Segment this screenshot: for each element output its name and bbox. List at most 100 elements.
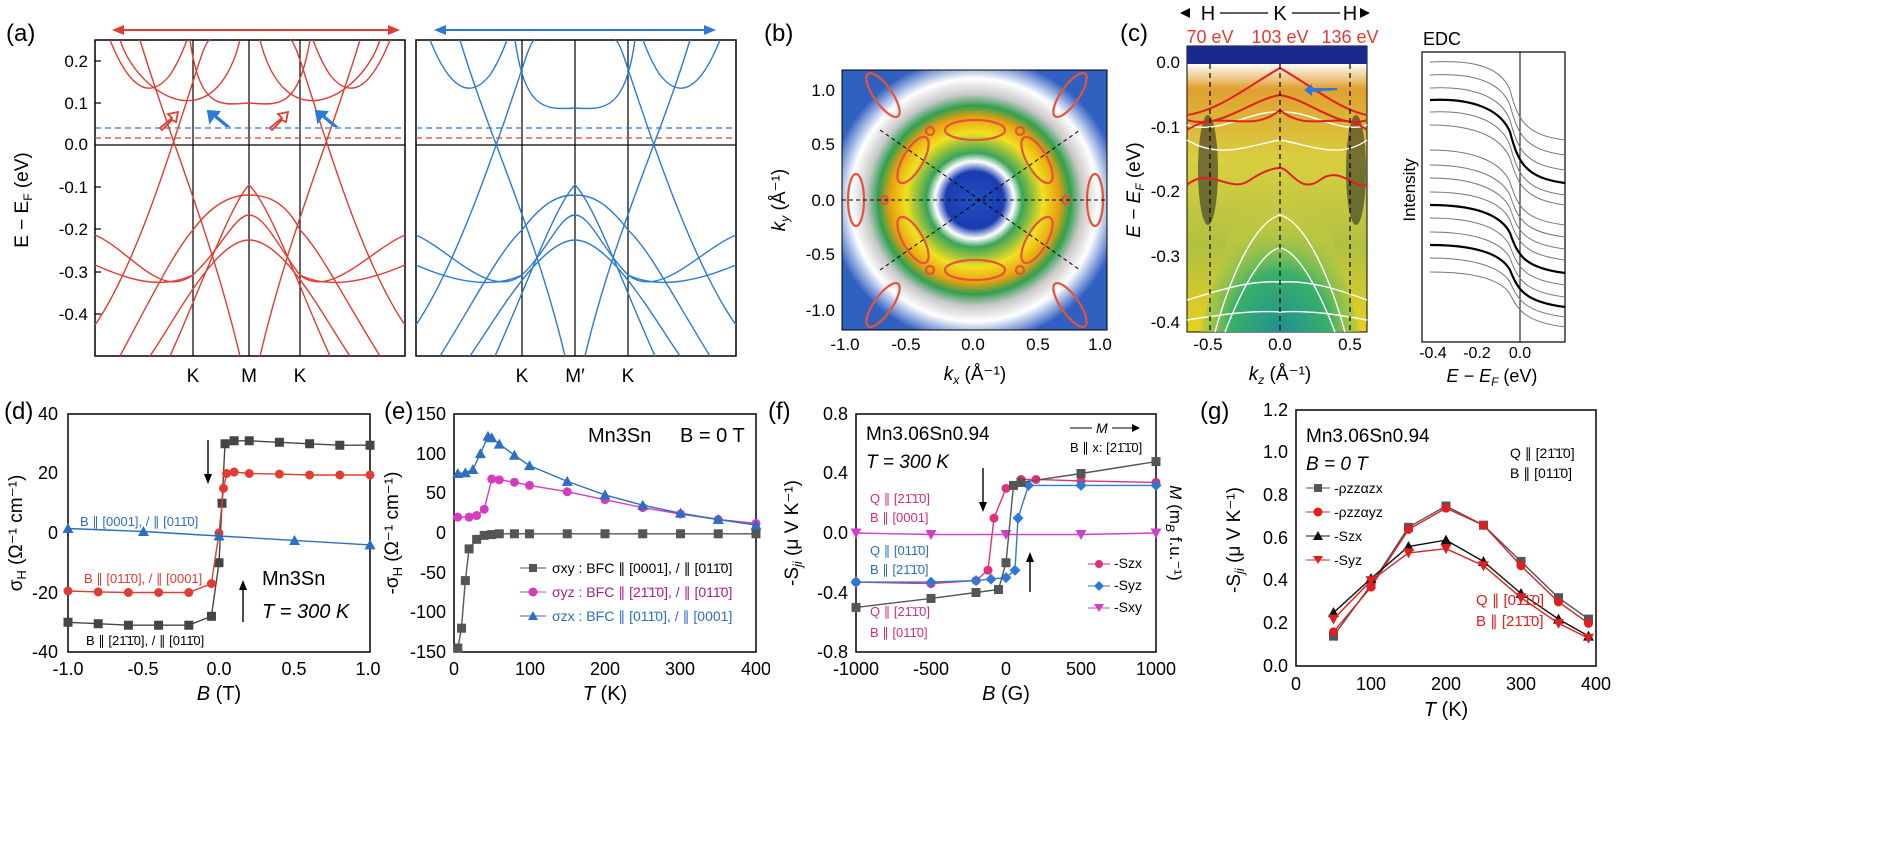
svg-text:0.1: 0.1	[64, 94, 88, 113]
svg-text:-0.8: -0.8	[817, 642, 848, 662]
data-point-e-0-4	[472, 534, 482, 544]
svg-text:-20: -20	[32, 583, 58, 603]
data-point-e-1-4	[487, 474, 497, 484]
panel-e-field: B = 0 T	[680, 425, 745, 447]
panel-d-chart: 40 20 0 -20 -40 -1.0 -0.5 0.0 0.5 1.0 B (T) σH…	[6, 404, 380, 705]
svg-text:0.0: 0.0	[1509, 345, 1531, 362]
data-point-e-0-0	[453, 643, 463, 653]
svg-text:0.0: 0.0	[811, 191, 835, 210]
g-q-top: Q ∥ [21̄1̄0]	[1510, 445, 1575, 461]
svg-text:H: H	[1343, 3, 1357, 25]
svg-text:-0.5: -0.5	[806, 245, 835, 264]
data-point-d-2-3	[289, 534, 300, 545]
data-point-e-1-5	[494, 475, 504, 485]
svg-text:103 eV: 103 eV	[1251, 27, 1308, 47]
svg-text:-0.1: -0.1	[1151, 118, 1180, 137]
svg-text:150: 150	[416, 404, 446, 424]
data-point-d-1-3	[154, 588, 164, 597]
panel-f-xlabel: B (G)	[982, 683, 1030, 705]
svg-text:M: M	[241, 366, 257, 387]
panel-b-xlabel: kx (Å⁻¹)	[944, 364, 1006, 387]
data-point-e-0-10	[562, 529, 572, 539]
data-point-e-2-0	[452, 468, 464, 478]
data-point-d-0-14	[365, 440, 375, 450]
panel-d-ylabel: σH (Ω⁻¹ cm⁻¹)	[6, 475, 29, 592]
data-point-f-2-3	[1075, 529, 1087, 540]
svg-text:0: 0	[1001, 659, 1011, 679]
panel-c-xlabel: kz (Å⁻¹)	[1249, 364, 1311, 387]
svg-text:-500: -500	[913, 659, 949, 679]
data-point-e-0-11	[600, 529, 610, 539]
data-point-d-2-1	[138, 526, 149, 537]
svg-text:-0.5: -0.5	[891, 335, 920, 354]
data-point-g-3-1	[1365, 576, 1377, 587]
data-point-f-3-4	[1001, 558, 1011, 568]
data-point-d-0-12	[305, 439, 315, 449]
panel-g-ylabel: -Sji (μ V K⁻¹)	[1224, 487, 1247, 593]
panel-f-chart: 0.8 0.4 0.0 -0.4 -0.8 -1000 -500 0 500 1000 B …	[782, 404, 1185, 705]
svg-text:40: 40	[38, 404, 58, 424]
data-point-f-2-1	[925, 529, 937, 540]
data-point-e-1-3	[479, 504, 489, 514]
data-point-e-0-5	[479, 530, 489, 540]
data-point-e-2-5	[486, 432, 498, 443]
data-point-e-2-2	[467, 464, 479, 475]
svg-text:0.0: 0.0	[823, 523, 848, 543]
svg-text:0.0: 0.0	[961, 335, 985, 354]
data-point-d-0-9	[229, 436, 239, 446]
f-annot-5: B ∥ [011̄0]	[870, 625, 928, 640]
data-point-d-1-4	[184, 588, 194, 597]
svg-text:1000: 1000	[1136, 659, 1176, 679]
svg-text:K: K	[516, 366, 529, 387]
panel-d-xlabel: B (T)	[197, 683, 241, 705]
svg-text:0.6: 0.6	[1263, 528, 1288, 548]
svg-text:-1.0: -1.0	[806, 301, 835, 320]
data-point-f-0-7	[1031, 474, 1041, 484]
data-point-d-0-1	[93, 619, 103, 629]
svg-text:-100: -100	[410, 602, 446, 622]
svg-text:-50: -50	[420, 563, 446, 583]
data-point-f-3-5	[1009, 480, 1018, 490]
data-point-d-1-2	[123, 588, 133, 597]
data-point-d-0-6	[214, 558, 224, 568]
tick-K: K	[187, 366, 200, 387]
data-point-e-1-0	[453, 512, 463, 522]
data-point-e-2-1	[459, 467, 471, 478]
f-annot-4: Q ∥ [21̄1̄0]	[870, 604, 930, 619]
svg-text:500: 500	[1066, 659, 1096, 679]
data-point-d-1-7	[219, 483, 229, 493]
f-legend-2: -Sxy	[1114, 599, 1142, 615]
data-point-e-0-13	[676, 529, 685, 539]
svg-text:300: 300	[1506, 674, 1536, 694]
svg-text:-0.4: -0.4	[1151, 313, 1180, 332]
panel-f-ylabel-right: M (mB f.u.⁻¹)	[1163, 485, 1185, 580]
data-point-e-2-9	[561, 475, 573, 486]
data-point-f-1-2	[970, 575, 982, 587]
data-point-f-3-1	[926, 593, 936, 603]
panel-c-kz-dispersion: H K H 70 eV 103 eV 136 eV 0.0 -0.1 -0.2 -0.3 -0…	[1124, 3, 1566, 389]
svg-text:1.0: 1.0	[1263, 442, 1288, 462]
data-point-f-1-0	[850, 576, 862, 588]
panel-g-label: (g)	[1200, 398, 1230, 425]
f-legend-1: -Syz	[1114, 577, 1142, 593]
series-line-g-2	[1333, 539, 1589, 637]
svg-text:-0.5: -0.5	[127, 659, 158, 679]
data-point-f-1-7	[1023, 479, 1034, 491]
svg-text:50: 50	[426, 483, 446, 503]
svg-text:1.0: 1.0	[811, 81, 835, 100]
data-point-e-1-1	[464, 512, 474, 522]
data-point-f-3-2	[971, 588, 981, 597]
panel-f-ylabel: -Sji (μ V K⁻¹)	[782, 480, 805, 586]
data-point-d-1-10	[244, 469, 254, 478]
data-point-g-1-6	[1554, 597, 1563, 607]
svg-text:-40: -40	[32, 642, 58, 662]
data-point-e-2-11	[637, 499, 649, 510]
data-point-g-3-6	[1553, 618, 1564, 629]
svg-text:0.5: 0.5	[1026, 335, 1050, 354]
panel-e-xlabel: T (K)	[583, 683, 627, 705]
data-point-d-0-13	[335, 440, 345, 450]
e-legend-1: σyz : BFC ∥ [21̄1̄0], / ∥ [011̄0]	[552, 584, 732, 600]
panel-g-material: Mn3.06Sn0.94	[1306, 426, 1430, 447]
svg-text:0.5: 0.5	[811, 135, 835, 154]
panel-f-temp: T = 300 K	[866, 452, 950, 473]
